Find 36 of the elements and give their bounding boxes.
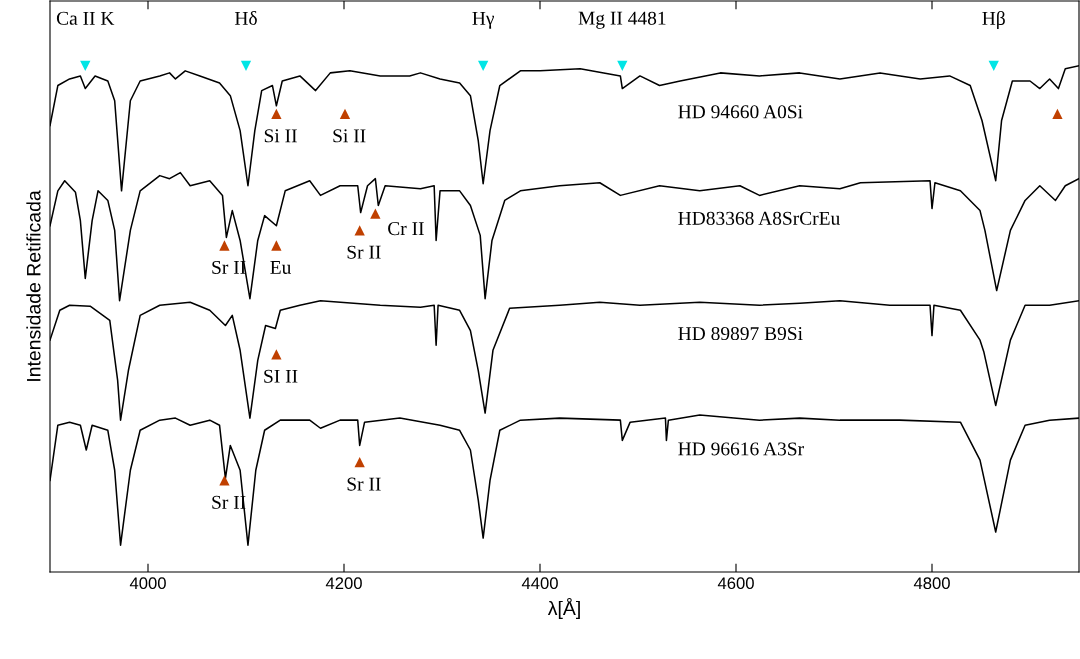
point: [240, 60, 252, 71]
annotation: Sr II: [347, 477, 381, 491]
point: [271, 108, 282, 120]
annotation: Cr II: [388, 222, 424, 236]
annotation: Eu: [270, 261, 292, 274]
point: [271, 349, 282, 360]
y-axis-title: Intensidade Retificada: [26, 190, 41, 381]
point: [219, 240, 230, 251]
series-label: HD83368 A8SrCrEu: [678, 211, 840, 225]
x-tick-label: 4000: [129, 577, 166, 590]
annotation: SI II: [264, 369, 298, 383]
point: [339, 108, 351, 120]
annotation: Hβ: [982, 11, 1005, 29]
point: [219, 475, 230, 486]
x-tick-label: 4600: [717, 577, 754, 590]
series-label: HD 96616 A3Sr: [678, 442, 804, 456]
x-tick-label: 4200: [325, 577, 362, 590]
x-tick-label: 4800: [913, 577, 950, 590]
annotation: Si II: [264, 129, 297, 143]
annotation: Sr II: [347, 245, 381, 259]
x-tick-label: 4400: [521, 577, 558, 590]
point: [1052, 108, 1063, 120]
point: [370, 208, 381, 219]
x-axis-title: λ[Å]: [547, 597, 580, 620]
annotation: Si II: [333, 129, 366, 143]
point: [617, 60, 628, 71]
annotation: Ca II K: [56, 11, 115, 25]
point: [478, 60, 489, 71]
point: [354, 225, 365, 236]
point: [271, 240, 282, 251]
annotation: Mg II 4481: [578, 11, 666, 29]
point: [354, 457, 365, 468]
series-label: HD 89897 B9Si: [678, 327, 803, 341]
annotation: Hγ: [472, 11, 495, 29]
series-label: HD 94660 A0Si: [678, 105, 803, 119]
annotation: Hδ: [234, 11, 257, 25]
